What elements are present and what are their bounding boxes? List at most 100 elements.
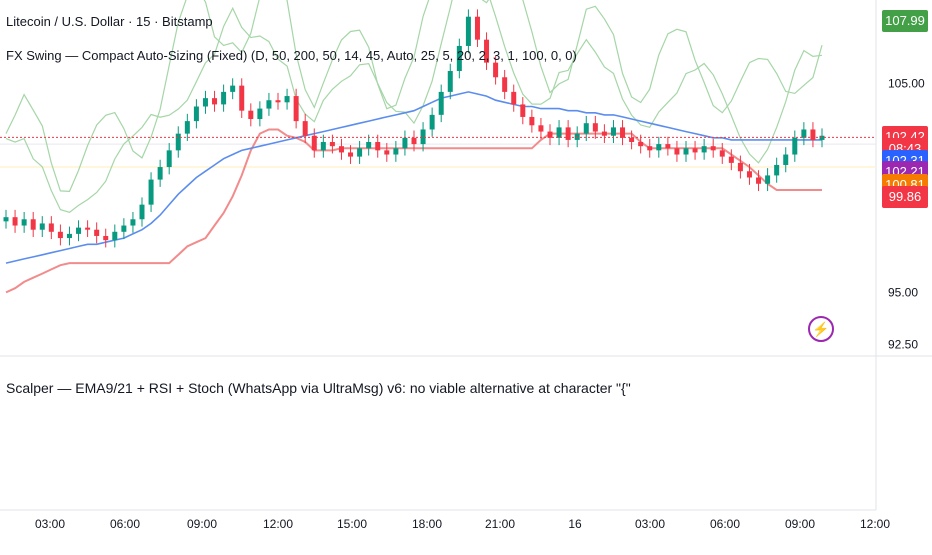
lightning-icon[interactable]: ⚡ bbox=[808, 316, 834, 342]
candle-body bbox=[493, 62, 499, 78]
envelope-line-2 bbox=[5, 0, 823, 213]
candle-body bbox=[656, 144, 662, 151]
x-tick-label: 03:00 bbox=[635, 517, 665, 531]
x-tick-label: 15:00 bbox=[337, 517, 367, 531]
x-tick-label: 18:00 bbox=[412, 517, 442, 531]
candle-body bbox=[574, 133, 580, 140]
candle-body bbox=[601, 131, 607, 136]
candle-body bbox=[212, 98, 218, 105]
candle-body bbox=[801, 129, 807, 138]
candle-body bbox=[103, 235, 109, 241]
candle-body bbox=[456, 45, 462, 71]
x-tick-label: 06:00 bbox=[110, 517, 140, 531]
candle-body bbox=[348, 152, 354, 157]
candle-body bbox=[556, 127, 562, 138]
x-tick-label: 09:00 bbox=[785, 517, 815, 531]
symbol-title[interactable]: Litecoin / U.S. Dollar · 15 · Bitstamp bbox=[6, 14, 213, 29]
candle-body bbox=[629, 137, 635, 142]
script-error-message: Scalper — EMA9/21 + RSI + Stoch (WhatsAp… bbox=[6, 380, 631, 396]
candle-body bbox=[230, 85, 236, 92]
candle-body bbox=[692, 148, 698, 153]
candle-body bbox=[529, 116, 535, 126]
candle-body bbox=[139, 204, 145, 220]
candle-body bbox=[94, 229, 100, 236]
candle-body bbox=[765, 175, 771, 184]
candle-body bbox=[30, 219, 36, 230]
candle-body bbox=[266, 100, 272, 109]
price-badge: 107.99 bbox=[882, 10, 928, 33]
candle-body bbox=[447, 71, 453, 92]
candle-body bbox=[620, 127, 626, 138]
candle-body bbox=[166, 150, 172, 168]
candle-body bbox=[66, 233, 72, 239]
x-tick-label: 21:00 bbox=[485, 517, 515, 531]
candle-body bbox=[393, 148, 399, 155]
y-tick-label: 95.00 bbox=[888, 285, 918, 299]
candle-body bbox=[638, 142, 644, 147]
stop-line bbox=[5, 128, 822, 294]
candle-body bbox=[647, 146, 653, 151]
candle-body bbox=[157, 167, 163, 180]
candle-body bbox=[565, 127, 571, 140]
candle-body bbox=[275, 100, 281, 103]
candle-body bbox=[221, 91, 227, 105]
candle-body bbox=[239, 85, 245, 111]
candle-body bbox=[438, 91, 444, 115]
candle-body bbox=[39, 223, 45, 230]
candle-body bbox=[193, 106, 199, 122]
x-tick-label: 03:00 bbox=[35, 517, 65, 531]
candle-body bbox=[3, 217, 9, 222]
x-tick-label: 12:00 bbox=[263, 517, 293, 531]
candle-body bbox=[502, 77, 508, 92]
candle-body bbox=[130, 219, 136, 226]
candle-body bbox=[338, 146, 344, 153]
candle-body bbox=[411, 137, 417, 145]
candle-body bbox=[384, 150, 390, 155]
candle-body bbox=[538, 125, 544, 132]
candle-body bbox=[774, 164, 780, 176]
x-tick-label: 16 bbox=[568, 517, 582, 531]
candle-body bbox=[728, 156, 734, 163]
candle-body bbox=[547, 131, 553, 138]
candle-body bbox=[357, 148, 363, 157]
candle-body bbox=[85, 227, 91, 230]
indicator-legend[interactable]: FX Swing — Compact Auto-Sizing (Fixed) (… bbox=[6, 48, 577, 63]
candle-body bbox=[674, 148, 680, 155]
candle-body bbox=[474, 16, 480, 40]
candle-body bbox=[21, 219, 27, 226]
x-tick-label: 06:00 bbox=[710, 517, 740, 531]
candle-body bbox=[810, 129, 816, 140]
price-badge: 99.86 bbox=[882, 185, 928, 208]
candle-body bbox=[57, 231, 63, 239]
candle-body bbox=[257, 108, 263, 120]
candle-body bbox=[121, 225, 127, 232]
candle-body bbox=[402, 137, 408, 149]
candle-body bbox=[420, 129, 426, 145]
candle-body bbox=[665, 144, 671, 149]
candle-body bbox=[248, 110, 254, 120]
y-tick-label: 105.00 bbox=[888, 77, 925, 91]
candle-body bbox=[520, 104, 526, 117]
candle-body bbox=[184, 121, 190, 134]
candle-body bbox=[737, 162, 743, 172]
x-tick-label: 09:00 bbox=[187, 517, 217, 531]
candle-body bbox=[756, 177, 762, 184]
candle-body bbox=[12, 217, 18, 226]
candle-body bbox=[484, 39, 490, 63]
candle-body bbox=[175, 133, 181, 151]
candle-body bbox=[375, 142, 381, 151]
envelope-line-1 bbox=[5, 0, 823, 193]
y-tick-label: 92.50 bbox=[888, 338, 918, 352]
candle-body bbox=[293, 96, 299, 122]
candle-body bbox=[112, 231, 118, 241]
candle-body bbox=[783, 154, 789, 165]
candle-body bbox=[719, 150, 725, 157]
candle-body bbox=[511, 91, 517, 105]
candle-body bbox=[592, 123, 598, 132]
candle-body bbox=[76, 227, 82, 234]
candle-body bbox=[610, 127, 616, 136]
candle-body bbox=[792, 137, 798, 155]
candle-body bbox=[202, 98, 208, 107]
